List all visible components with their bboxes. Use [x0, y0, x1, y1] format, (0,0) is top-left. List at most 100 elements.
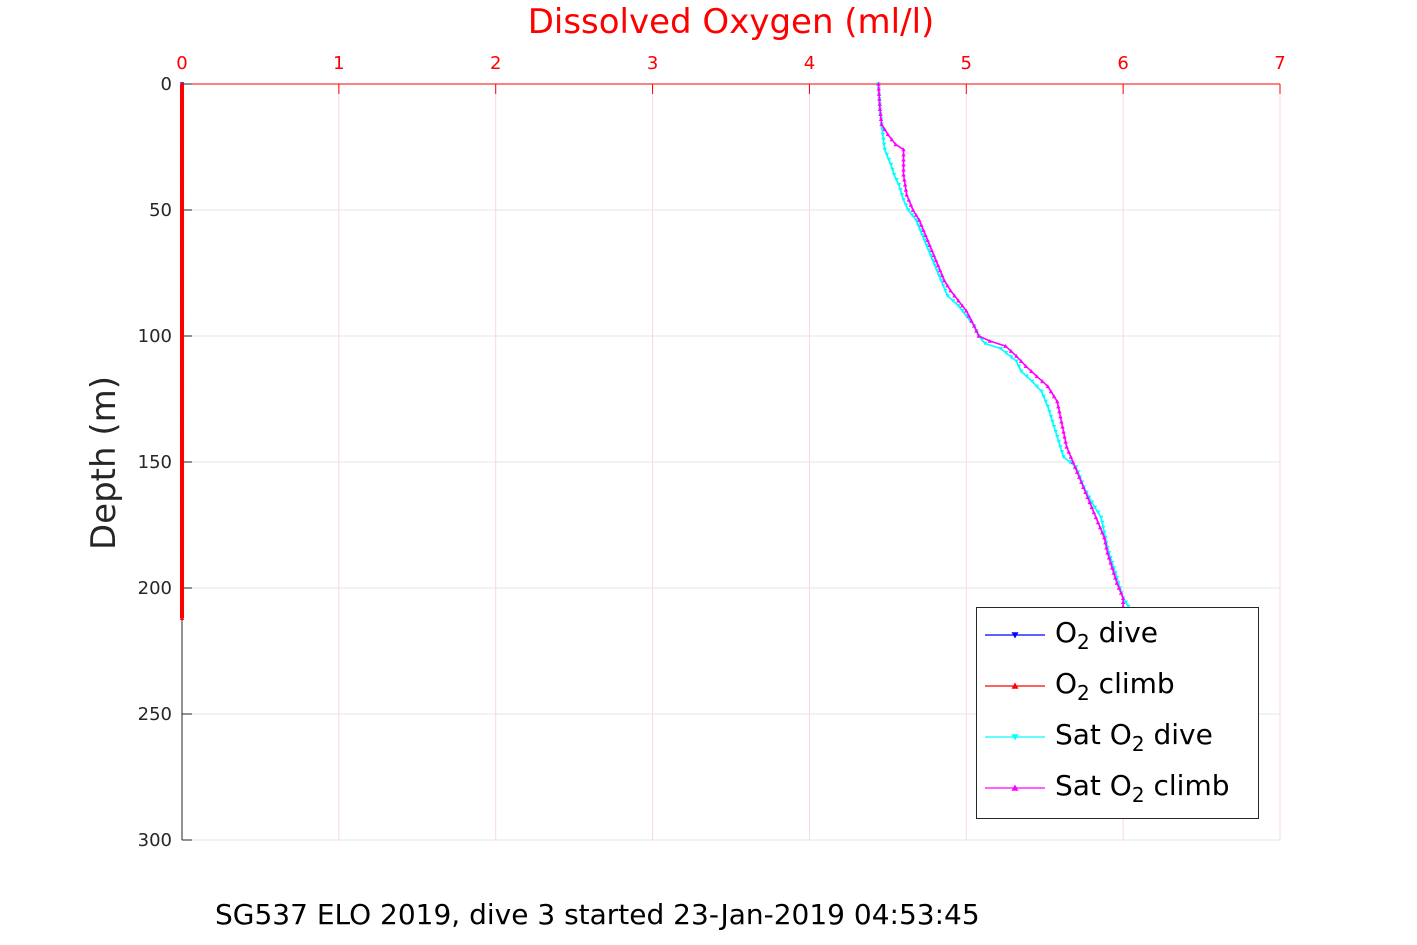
- data-point: [179, 547, 185, 551]
- data-point: [931, 253, 937, 258]
- data-point: [979, 338, 985, 342]
- data-point: [1014, 353, 1019, 358]
- data-point: [179, 551, 185, 556]
- data-point: [966, 313, 972, 318]
- data-point: [882, 147, 887, 152]
- data-point: [179, 522, 185, 527]
- data-point: [179, 556, 185, 561]
- legend-label-sat-o2-climb: Sat O2 climb: [1055, 768, 1230, 807]
- data-point: [913, 218, 919, 223]
- data-point: [1066, 449, 1071, 454]
- data-point: [1060, 424, 1065, 429]
- data-point: [1056, 404, 1061, 409]
- data-point: [1058, 414, 1063, 419]
- data-point: [1041, 394, 1046, 399]
- data-point: [987, 338, 993, 343]
- data-point: [945, 283, 950, 288]
- data-point: [179, 406, 185, 411]
- data-point: [179, 590, 185, 595]
- data-point: [179, 169, 185, 173]
- data-point: [179, 532, 185, 537]
- x-tick-label: 1: [333, 53, 344, 74]
- data-point: [1070, 459, 1076, 464]
- data-point: [1113, 575, 1118, 580]
- data-point: [179, 566, 185, 571]
- data-point: [179, 425, 185, 430]
- data-point: [1039, 389, 1044, 394]
- data-point: [179, 154, 185, 159]
- data-point: [1045, 404, 1051, 409]
- data-point: [179, 212, 185, 217]
- data-point: [910, 207, 916, 212]
- data-point: [179, 144, 185, 149]
- y-tick-label: 300: [138, 830, 172, 851]
- data-point: [1118, 590, 1124, 595]
- data-point: [179, 91, 185, 96]
- data-point: [179, 261, 185, 266]
- data-point: [179, 324, 185, 329]
- data-point: [1105, 550, 1110, 555]
- data-point: [926, 248, 931, 253]
- data-point: [948, 288, 953, 293]
- data-point: [1120, 595, 1126, 600]
- data-point: [901, 152, 906, 157]
- data-point: [906, 208, 911, 213]
- data-point: [179, 372, 185, 377]
- data-point: [179, 236, 185, 241]
- data-point: [891, 172, 897, 177]
- data-point: [964, 308, 969, 313]
- data-point: [179, 149, 185, 154]
- data-point: [882, 127, 887, 132]
- data-point: [943, 288, 948, 293]
- data-point: [1029, 379, 1035, 384]
- data-point: [964, 314, 969, 319]
- data-point: [1018, 369, 1024, 374]
- y-tick-label: 150: [138, 452, 172, 473]
- data-point: [179, 479, 185, 484]
- legend-swatch-o2-dive: [983, 625, 1047, 645]
- data-point: [179, 585, 185, 590]
- y-axis-ticks: 0 50 100 150 200 250 300: [138, 74, 192, 851]
- data-point: [878, 112, 883, 116]
- data-point: [179, 474, 185, 479]
- x-tick-label: 3: [647, 53, 658, 74]
- data-point: [893, 142, 898, 147]
- data-point: [929, 248, 934, 253]
- data-point: [903, 187, 909, 192]
- legend-label-o2-climb: O2 climb: [1055, 666, 1175, 705]
- data-point: [179, 362, 185, 367]
- legend-swatch-graphic: [985, 733, 1045, 740]
- data-point: [179, 348, 185, 353]
- data-point: [1016, 364, 1022, 369]
- data-point: [179, 454, 185, 459]
- data-point: [179, 135, 185, 140]
- data-point: [923, 233, 928, 237]
- data-point: [1057, 409, 1062, 414]
- data-point: [901, 172, 906, 177]
- data-point: [179, 401, 185, 406]
- data-point: [1047, 409, 1052, 414]
- data-point: [1048, 389, 1054, 394]
- data-point: [1023, 364, 1029, 368]
- data-point: [913, 212, 919, 217]
- data-point: [1034, 374, 1040, 379]
- data-point: [945, 293, 950, 298]
- data-point: [1097, 525, 1103, 530]
- data-point: [179, 333, 185, 338]
- data-point: [1003, 351, 1009, 355]
- data-point: [917, 217, 922, 222]
- data-point: [179, 580, 185, 585]
- data-point: [960, 303, 965, 308]
- data-point: [1098, 515, 1104, 520]
- data-point: [179, 159, 185, 164]
- series-o2-climb: [179, 81, 185, 620]
- data-point: [179, 270, 185, 275]
- x-tick-label: 2: [490, 53, 501, 74]
- data-point: [179, 450, 185, 455]
- data-point: [1008, 348, 1014, 353]
- data-point: [956, 304, 961, 308]
- data-point: [179, 217, 185, 222]
- data-point: [1051, 394, 1057, 399]
- data-point: [179, 367, 185, 372]
- data-point: [941, 283, 946, 288]
